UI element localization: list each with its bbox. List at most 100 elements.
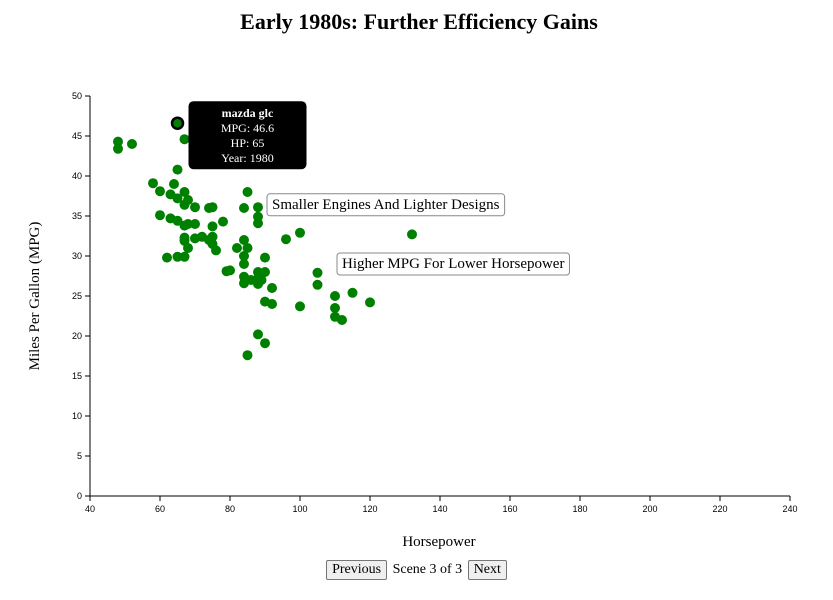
data-point[interactable] — [207, 202, 218, 213]
x-tick-label: 160 — [502, 504, 517, 514]
scene-indicator: Scene 3 of 3 — [392, 562, 463, 577]
data-point[interactable] — [267, 299, 277, 309]
x-tick-label: 40 — [85, 504, 95, 514]
data-point[interactable] — [347, 287, 358, 298]
data-point[interactable] — [295, 227, 305, 238]
data-point[interactable] — [113, 143, 123, 154]
annotation-text: Smaller Engines And Lighter Designs — [272, 197, 500, 213]
data-point[interactable] — [232, 243, 242, 253]
annotations: Smaller Engines And Lighter Designs Highe… — [266, 193, 570, 276]
y-axis: 0 5 10 15 20 25 30 35 40 45 50 — [72, 91, 91, 501]
data-point[interactable] — [172, 193, 183, 204]
data-point[interactable] — [260, 338, 270, 349]
annotation: Higher MPG For Lower Horsepower — [336, 252, 570, 276]
data-point[interactable] — [225, 265, 235, 276]
data-point[interactable] — [260, 252, 270, 263]
y-tick-label: 45 — [72, 131, 82, 141]
tooltip-line: HP: 65 — [231, 136, 265, 150]
data-point[interactable] — [190, 202, 200, 213]
y-tick-label: 25 — [72, 291, 82, 301]
data-point[interactable] — [330, 291, 340, 301]
chart-title: Early 1980s: Further Efficiency Gains — [240, 9, 598, 34]
next-button[interactable]: Next — [467, 560, 507, 580]
y-tick-label: 0 — [77, 491, 82, 501]
data-point[interactable] — [312, 267, 323, 278]
tooltip-line: Year: 1980 — [221, 151, 273, 165]
y-tick-label: 50 — [72, 91, 82, 101]
x-tick-label: 140 — [432, 504, 447, 514]
y-axis-label: Miles Per Gallon (MPG) — [27, 222, 43, 371]
scene-navigation: Previous Scene 3 of 3 Next — [0, 560, 833, 580]
annotation-box — [266, 193, 506, 217]
x-tick-label: 120 — [362, 504, 377, 514]
data-point[interactable] — [239, 203, 249, 213]
data-point[interactable] — [172, 164, 183, 175]
x-axis-label: Horsepower — [402, 534, 475, 550]
annotation-box — [336, 252, 570, 276]
x-tick-label: 180 — [572, 504, 587, 514]
data-point[interactable] — [183, 219, 193, 229]
data-point[interactable] — [253, 202, 263, 213]
highlighted-data-point[interactable] — [170, 116, 185, 130]
data-point[interactable] — [127, 139, 137, 149]
data-point[interactable] — [169, 179, 179, 189]
data-point[interactable] — [155, 186, 165, 197]
data-points — [113, 116, 417, 361]
y-tick-label: 35 — [72, 211, 82, 221]
data-point[interactable] — [155, 210, 165, 221]
data-point[interactable] — [253, 218, 263, 229]
data-point[interactable] — [183, 195, 193, 205]
data-point[interactable] — [211, 245, 221, 256]
annotation-text: Higher MPG For Lower Horsepower — [342, 256, 564, 272]
data-point[interactable] — [179, 134, 190, 145]
y-tick-label: 20 — [72, 331, 82, 341]
data-point[interactable] — [172, 215, 183, 226]
tooltip-box — [188, 101, 307, 170]
data-point[interactable] — [162, 252, 172, 263]
data-point[interactable] — [183, 243, 193, 253]
x-tick-label: 220 — [712, 504, 727, 514]
x-axis: 40 60 80 100 120 140 160 180 200 220 240 — [85, 495, 798, 514]
data-point[interactable] — [281, 234, 291, 245]
tooltip-title: mazda glc — [222, 106, 274, 120]
data-point[interactable] — [179, 187, 190, 197]
data-point[interactable] — [267, 283, 277, 293]
data-point[interactable] — [179, 251, 190, 262]
data-point[interactable] — [256, 275, 267, 285]
previous-button[interactable]: Previous — [326, 560, 388, 580]
data-point[interactable] — [407, 229, 417, 240]
y-tick-label: 5 — [77, 451, 82, 461]
data-point[interactable] — [260, 267, 270, 277]
data-point[interactable] — [337, 315, 347, 325]
data-point[interactable] — [312, 279, 323, 290]
data-point[interactable] — [172, 251, 183, 262]
data-point[interactable] — [242, 187, 253, 197]
x-tick-label: 60 — [155, 504, 165, 514]
data-point[interactable] — [218, 216, 228, 227]
data-point[interactable] — [239, 251, 249, 261]
data-point[interactable] — [330, 303, 340, 313]
y-tick-label: 40 — [72, 171, 82, 181]
data-point[interactable] — [148, 178, 158, 189]
annotation: Smaller Engines And Lighter Designs — [266, 193, 506, 217]
data-point[interactable] — [207, 231, 218, 242]
y-tick-label: 30 — [72, 251, 82, 261]
data-point[interactable] — [239, 235, 249, 245]
data-point[interactable] — [295, 301, 305, 312]
data-point[interactable] — [242, 350, 253, 361]
data-point[interactable] — [242, 243, 253, 253]
x-tick-label: 80 — [225, 504, 235, 514]
scatter-chart: Early 1980s: Further Efficiency Gains 40… — [27, 9, 798, 550]
y-tick-label: 15 — [72, 371, 82, 381]
data-point[interactable] — [207, 221, 218, 232]
data-point[interactable] — [365, 297, 375, 308]
tooltip-line: MPG: 46.6 — [221, 121, 274, 135]
data-point[interactable] — [113, 136, 123, 147]
x-tick-label: 200 — [642, 504, 657, 514]
data-point[interactable] — [253, 329, 263, 340]
x-tick-label: 100 — [292, 504, 307, 514]
data-point[interactable] — [239, 259, 249, 269]
x-tick-label: 240 — [782, 504, 797, 514]
data-point[interactable] — [190, 219, 200, 229]
